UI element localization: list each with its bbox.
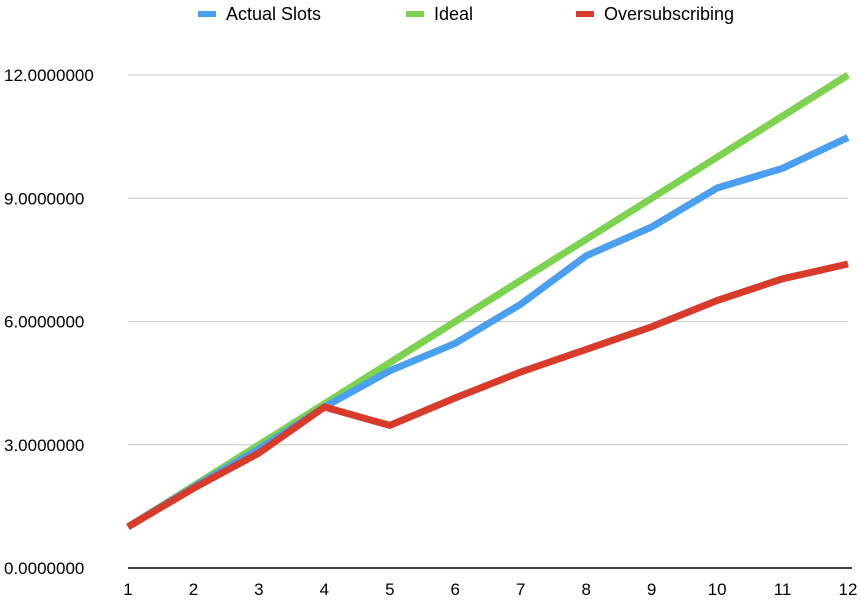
y-tick-label: 6.0000000 <box>4 313 84 332</box>
x-axis: 1 2 3 4 5 6 7 8 9 10 11 12 <box>123 567 858 599</box>
x-tick-label: 4 <box>320 580 329 599</box>
series-group <box>126 72 850 530</box>
legend-label: Ideal <box>434 4 473 24</box>
y-tick-label: 12.0000000 <box>4 66 94 85</box>
x-tick-label: 7 <box>516 580 525 599</box>
x-tick-label: 1 <box>123 580 132 599</box>
y-tick-label: 3.0000000 <box>4 436 84 455</box>
series-line-oversubscribing <box>126 260 849 530</box>
x-tick-label: 3 <box>254 580 263 599</box>
x-tick-label: 5 <box>385 580 394 599</box>
legend-item-actual-slots: Actual Slots <box>198 4 321 24</box>
y-tick-label: 9.0000000 <box>4 189 84 208</box>
x-tick-label: 10 <box>708 580 727 599</box>
x-tick-label: 2 <box>189 580 198 599</box>
legend: Actual Slots Ideal Oversubscribing <box>198 4 734 24</box>
x-tick-label: 11 <box>774 580 792 599</box>
y-tick-label: 0.0000000 <box>4 559 84 578</box>
x-tick-label: 6 <box>451 580 460 599</box>
x-tick-label: 12 <box>839 580 858 599</box>
legend-label: Actual Slots <box>226 4 321 24</box>
legend-label: Oversubscribing <box>604 4 734 24</box>
x-tick-label: 8 <box>581 580 590 599</box>
legend-item-oversubscribing: Oversubscribing <box>576 4 734 24</box>
y-axis: 0.0000000 3.0000000 6.0000000 9.0000000 12.0… <box>4 66 94 578</box>
grid <box>128 74 848 446</box>
legend-item-ideal: Ideal <box>406 4 473 24</box>
x-tick-label: 9 <box>647 580 656 599</box>
